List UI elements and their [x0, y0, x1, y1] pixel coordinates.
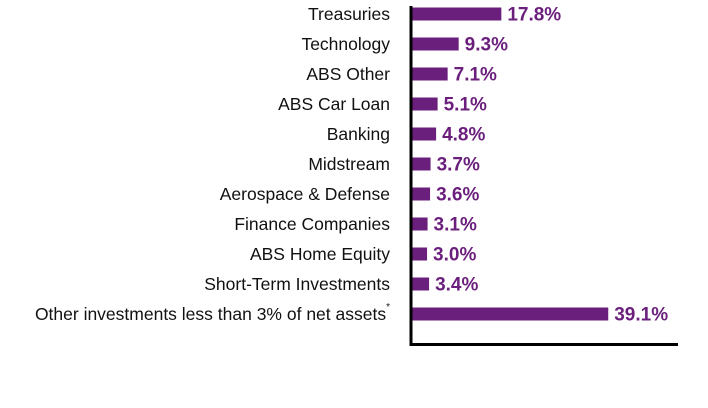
- category-label-9: Short-Term Investments: [204, 274, 390, 294]
- category-label-3: ABS Car Loan: [278, 94, 390, 114]
- value-label-2: 7.1%: [454, 65, 497, 86]
- bar-10: [412, 307, 609, 321]
- value-label-5: 3.7%: [437, 155, 480, 176]
- category-label-5: Midstream: [308, 154, 390, 174]
- value-label-7: 3.1%: [434, 215, 477, 236]
- footnote-marker: *: [386, 302, 390, 313]
- bar-3: [412, 97, 438, 111]
- category-label-10: Other investments less than 3% of net as…: [35, 302, 390, 325]
- bar-0: [412, 7, 502, 21]
- category-label-2: ABS Other: [306, 64, 390, 84]
- value-label-0: 17.8%: [507, 5, 561, 26]
- category-label-8: ABS Home Equity: [250, 244, 390, 264]
- category-label-1: Technology: [301, 34, 390, 54]
- category-label-7: Finance Companies: [234, 214, 390, 234]
- bar-2: [412, 67, 448, 81]
- value-label-8: 3.0%: [433, 245, 476, 266]
- bar-9: [412, 277, 430, 291]
- value-label-6: 3.6%: [436, 185, 479, 206]
- value-label-3: 5.1%: [444, 95, 487, 116]
- bar-1: [412, 37, 459, 51]
- value-label-1: 9.3%: [465, 35, 508, 56]
- category-label-0: Treasuries: [308, 4, 390, 24]
- value-label-10: 39.1%: [614, 305, 668, 326]
- value-label-4: 4.8%: [442, 125, 485, 146]
- bar-8: [412, 247, 428, 261]
- category-label-6: Aerospace & Defense: [220, 184, 390, 204]
- bar-4: [412, 127, 437, 141]
- bar-6: [412, 187, 431, 201]
- bar-7: [412, 217, 428, 231]
- bars-group: [412, 7, 609, 321]
- value-label-9: 3.4%: [435, 275, 478, 296]
- labels-group: Treasuries 17.8% Technology 9.3% ABS Other 7.…: [35, 4, 668, 326]
- bar-5: [412, 157, 431, 171]
- category-label-4: Banking: [327, 124, 390, 144]
